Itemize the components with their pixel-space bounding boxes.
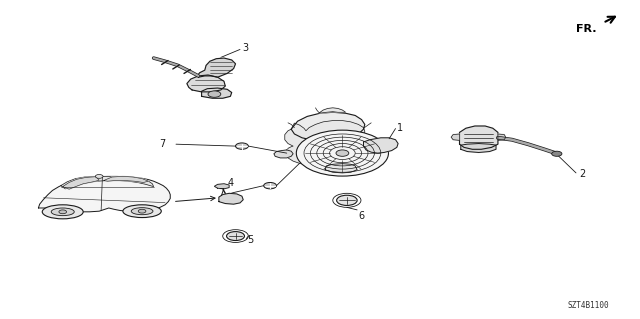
Text: 6: 6 xyxy=(358,211,365,221)
Circle shape xyxy=(296,130,388,176)
Text: 7: 7 xyxy=(218,188,224,198)
Polygon shape xyxy=(325,164,357,173)
Circle shape xyxy=(236,143,248,149)
Ellipse shape xyxy=(131,208,153,215)
Circle shape xyxy=(336,150,349,156)
Circle shape xyxy=(552,151,562,156)
Circle shape xyxy=(138,209,146,213)
Circle shape xyxy=(337,195,357,205)
Polygon shape xyxy=(285,121,383,170)
Polygon shape xyxy=(63,177,99,189)
Polygon shape xyxy=(219,193,243,204)
Polygon shape xyxy=(61,176,154,189)
Polygon shape xyxy=(461,144,496,152)
Text: 2: 2 xyxy=(579,169,586,179)
Polygon shape xyxy=(38,176,170,212)
Polygon shape xyxy=(451,134,460,140)
Text: 7: 7 xyxy=(159,139,165,149)
Text: SZT4B1100: SZT4B1100 xyxy=(568,301,610,310)
Text: FR.: FR. xyxy=(576,24,596,34)
Polygon shape xyxy=(319,108,346,113)
Polygon shape xyxy=(364,138,398,153)
Polygon shape xyxy=(214,184,229,189)
Text: 5: 5 xyxy=(248,235,254,245)
Circle shape xyxy=(227,232,244,241)
Polygon shape xyxy=(187,75,225,92)
Polygon shape xyxy=(498,134,506,140)
Polygon shape xyxy=(104,176,148,182)
Circle shape xyxy=(59,210,67,214)
Polygon shape xyxy=(274,150,293,158)
Circle shape xyxy=(95,174,103,178)
Polygon shape xyxy=(460,126,498,149)
Polygon shape xyxy=(202,88,232,98)
Circle shape xyxy=(264,182,276,189)
Ellipse shape xyxy=(123,205,161,218)
Text: 3: 3 xyxy=(242,43,248,54)
Ellipse shape xyxy=(42,205,83,219)
Polygon shape xyxy=(197,58,236,77)
Polygon shape xyxy=(291,112,365,141)
Text: 1: 1 xyxy=(397,123,403,133)
Text: 4: 4 xyxy=(227,178,234,188)
Circle shape xyxy=(208,91,221,97)
Ellipse shape xyxy=(51,208,74,216)
